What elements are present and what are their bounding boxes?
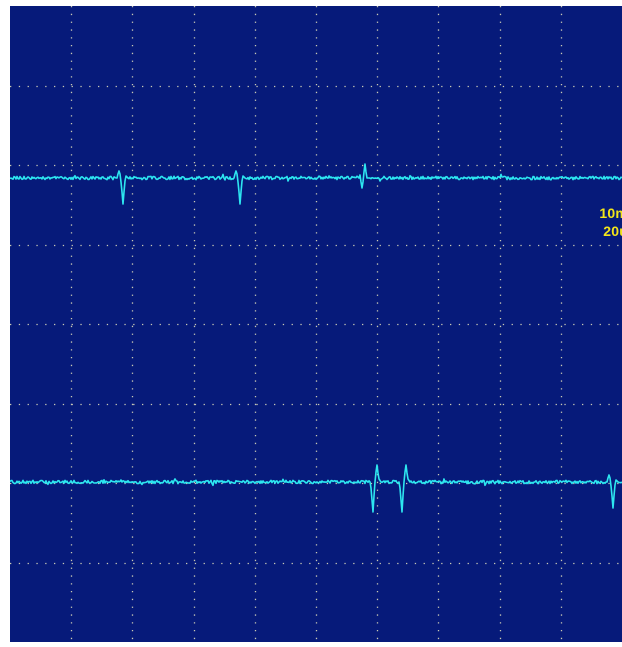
- volts-per-div-readout: 10m: [599, 205, 622, 221]
- scope-display: [10, 6, 622, 642]
- time-per-div-readout: 20u: [603, 223, 622, 239]
- trace-upper: [10, 163, 622, 205]
- trace-lower: [10, 464, 622, 513]
- graticule: [10, 6, 622, 642]
- traces: [10, 163, 622, 513]
- oscilloscope-screen: 10m 20u: [10, 6, 622, 642]
